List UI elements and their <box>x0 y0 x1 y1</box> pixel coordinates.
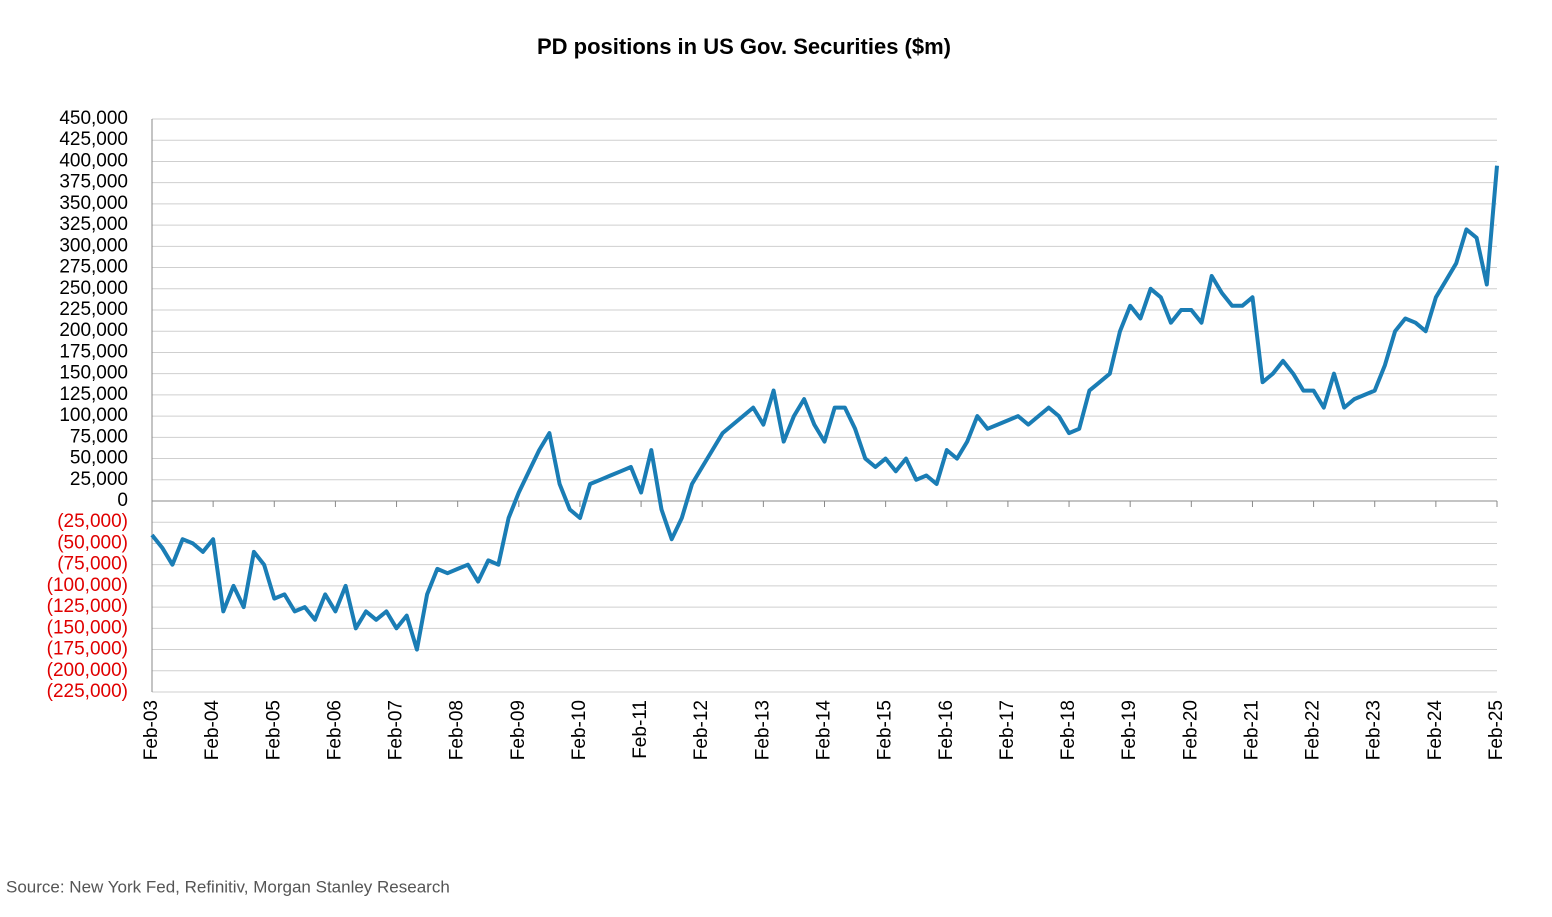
x-tick-label: Feb-05 <box>263 700 284 760</box>
y-tick-label: (50,000) <box>57 532 128 553</box>
y-tick-label: 225,000 <box>59 299 128 320</box>
x-tick-label: Feb-08 <box>447 700 468 760</box>
y-tick-label: 50,000 <box>70 448 128 469</box>
y-tick-label: (75,000) <box>57 554 128 575</box>
x-tick-label: Feb-09 <box>508 700 529 760</box>
data-line <box>150 165 1499 652</box>
y-tick-label: 425,000 <box>59 129 128 150</box>
y-tick-label: 175,000 <box>59 341 128 362</box>
x-tick-label: Feb-17 <box>997 700 1018 760</box>
x-tick-label: Feb-21 <box>1241 700 1262 760</box>
y-tick-label: (25,000) <box>57 511 128 532</box>
y-tick-label: 75,000 <box>70 426 128 447</box>
x-tick-label: Feb-19 <box>1119 700 1140 760</box>
y-tick-label: 100,000 <box>59 405 128 426</box>
x-tick-label: Feb-13 <box>752 700 773 760</box>
x-tick-label: Feb-24 <box>1425 700 1446 761</box>
y-tick-label: 350,000 <box>59 193 128 214</box>
x-tick-label: Feb-10 <box>569 700 590 760</box>
y-tick-label: 25,000 <box>70 469 128 490</box>
x-tick-label: Feb-25 <box>1486 700 1507 760</box>
y-tick-label: 250,000 <box>59 278 128 299</box>
y-tick-label: (225,000) <box>47 681 128 702</box>
x-tick-label: Feb-12 <box>691 700 712 760</box>
x-tick-label: Feb-11 <box>630 700 651 759</box>
y-tick-label: 125,000 <box>59 384 128 405</box>
y-tick-label: 325,000 <box>59 214 128 235</box>
x-tick-label: Feb-16 <box>936 700 957 760</box>
x-tick-label: Feb-15 <box>875 700 896 760</box>
x-tick-label: Feb-23 <box>1364 700 1385 760</box>
x-tick-label: Feb-20 <box>1180 700 1201 760</box>
y-tick-label: (125,000) <box>47 596 128 617</box>
y-tick-label: 150,000 <box>59 363 128 384</box>
chart-title: PD positions in US Gov. Securities ($m) <box>537 34 951 59</box>
x-tick-label: Feb-03 <box>141 700 162 760</box>
x-tick-label: Feb-04 <box>202 700 223 761</box>
y-tick-label: 450,000 <box>59 108 128 129</box>
x-tick-label: Feb-22 <box>1303 700 1324 760</box>
source-note: Source: New York Fed, Refinitiv, Morgan … <box>6 877 450 896</box>
x-tick-label: Feb-07 <box>386 700 407 760</box>
y-tick-label: 200,000 <box>59 320 128 341</box>
y-tick-label: 0 <box>117 490 128 511</box>
y-tick-label: (150,000) <box>47 617 128 638</box>
y-tick-label: 400,000 <box>59 150 128 171</box>
y-tick-label: (200,000) <box>47 660 128 681</box>
y-tick-label: (175,000) <box>47 639 128 660</box>
x-tick-label: Feb-14 <box>814 700 835 761</box>
y-tick-label: 275,000 <box>59 257 128 278</box>
x-tick-label: Feb-06 <box>324 700 345 760</box>
x-tick-label: Feb-18 <box>1058 700 1079 760</box>
y-tick-label: 300,000 <box>59 235 128 256</box>
y-tick-label: 375,000 <box>59 172 128 193</box>
y-tick-label: (100,000) <box>47 575 128 596</box>
